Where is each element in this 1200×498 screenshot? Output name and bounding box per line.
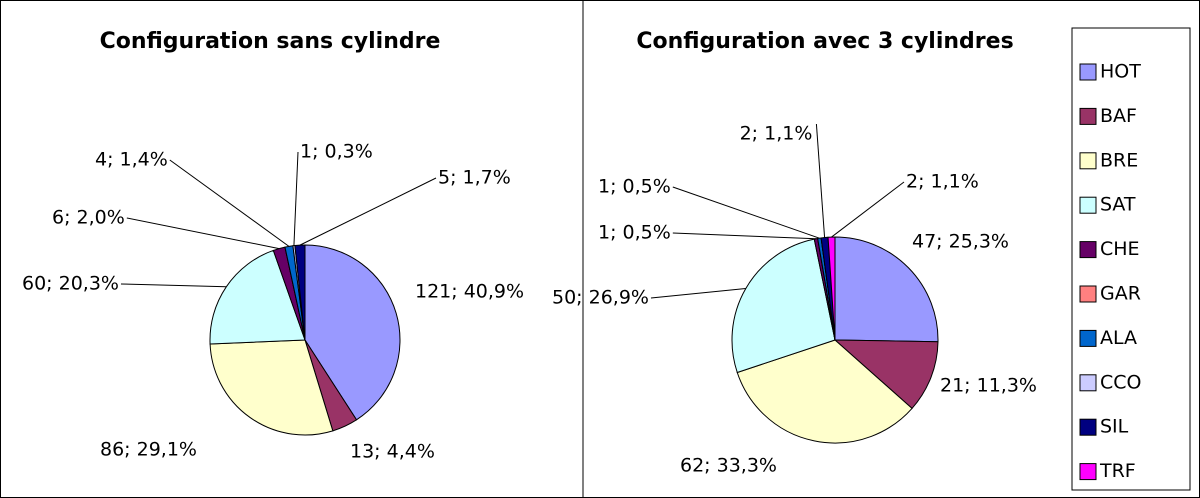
legend-label: TRF [1099, 460, 1136, 482]
legend-label: GAR [1100, 283, 1141, 305]
legend-label: SIL [1100, 416, 1129, 438]
leader-line [672, 186, 820, 239]
leader-line [650, 288, 746, 299]
legend-label: CCO [1100, 371, 1142, 393]
data-label: 2; 1,1% [740, 123, 813, 145]
legend-swatch [1079, 63, 1097, 81]
chart-title: Configuration avec 3 cylindres [636, 29, 1013, 54]
leader-line [299, 177, 437, 246]
data-label: 5; 1,7% [438, 167, 511, 189]
legend-swatch [1079, 152, 1097, 170]
data-label: 86; 29,1% [100, 439, 197, 461]
data-label: 1; 0,5% [598, 222, 671, 244]
pie-slice [833, 339, 939, 410]
pie-slice [209, 339, 334, 436]
legend-swatch [1079, 463, 1097, 481]
legend-label: CHE [1100, 238, 1140, 260]
legend-box [1071, 27, 1191, 491]
leader-line [126, 217, 280, 250]
legend-label: SAT [1100, 194, 1136, 216]
legend-label: BRE [1100, 149, 1138, 171]
data-label: 21; 11,3% [940, 375, 1037, 397]
data-label: 4; 1,4% [95, 149, 168, 171]
leader-line [120, 283, 227, 288]
legend-swatch [1079, 107, 1097, 125]
data-label: 47; 25,3% [912, 231, 1009, 253]
leader-line [831, 181, 905, 238]
leader-line [169, 159, 290, 247]
data-label: 1; 0,5% [598, 176, 671, 198]
legend-label: HOT [1100, 61, 1141, 83]
data-label: 50; 26,9% [552, 287, 649, 309]
pie-slice [736, 339, 913, 444]
legend-swatch [1079, 285, 1097, 303]
legend-swatch [1079, 196, 1097, 214]
legend-swatch [1079, 374, 1097, 392]
chart-title: Configuration sans cylindre [100, 29, 441, 54]
pie-slice [731, 238, 836, 374]
pie-slice [834, 236, 939, 343]
data-label: 13; 4,4% [350, 441, 435, 463]
data-label: 1; 0,3% [300, 141, 373, 163]
leader-line [672, 232, 816, 240]
legend-label: BAF [1100, 105, 1137, 127]
data-label: 60; 20,3% [22, 273, 119, 295]
legend-swatch [1079, 418, 1097, 436]
data-label: 2; 1,1% [906, 171, 979, 193]
leader-line [293, 151, 299, 246]
leader-line [815, 123, 826, 238]
data-label: 6; 2,0% [52, 207, 125, 229]
data-label: 62; 33,3% [680, 455, 777, 477]
data-label: 121; 40,9% [415, 281, 524, 303]
legend-swatch [1079, 329, 1097, 347]
legend-label: ALA [1100, 327, 1137, 349]
legend-swatch [1079, 241, 1097, 259]
